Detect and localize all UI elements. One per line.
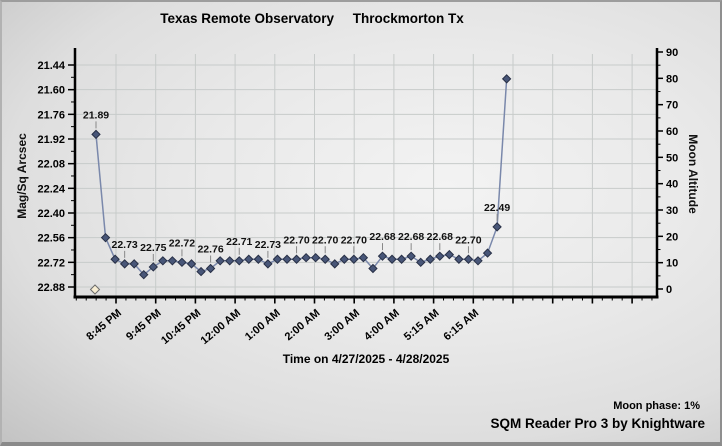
chart-title: Texas Remote Observatory Throckmorton Tx xyxy=(160,11,464,26)
x-tick-label: 5:15 AM xyxy=(402,307,442,343)
data-point xyxy=(100,232,111,243)
data-point xyxy=(463,254,474,264)
data-point xyxy=(291,254,302,264)
data-point xyxy=(167,256,178,266)
y-right-tick-label: 10 xyxy=(666,258,678,270)
data-point xyxy=(244,254,254,264)
data-point-label: 22.72 xyxy=(169,237,195,249)
data-point xyxy=(444,249,455,260)
data-point xyxy=(272,254,283,264)
data-point xyxy=(186,259,197,269)
data-point xyxy=(310,253,321,263)
data-point xyxy=(492,222,502,232)
x-tick-label: 10:45 PM xyxy=(159,307,203,347)
data-point xyxy=(234,256,244,266)
data-point-label: 22.68 xyxy=(398,231,424,243)
x-tick-label: 12:00 AM xyxy=(199,307,243,347)
data-point xyxy=(406,251,416,261)
data-point xyxy=(482,248,493,258)
data-point xyxy=(177,257,187,268)
y-right-tick-label: 0 xyxy=(666,284,672,296)
y-left-tick-label: 22.08 xyxy=(37,159,65,171)
data-point xyxy=(435,251,445,261)
data-point xyxy=(473,256,483,266)
data-point-label: 22.70 xyxy=(341,234,367,246)
moon-altitude-point xyxy=(89,284,101,295)
x-tick-label: 4:00 AM xyxy=(362,307,402,343)
data-point xyxy=(91,129,101,140)
data-point xyxy=(196,266,206,277)
data-point-label: 22.68 xyxy=(427,231,453,243)
data-point xyxy=(282,254,292,264)
y-right-tick-label: 80 xyxy=(666,73,678,85)
app-credit-label: SQM Reader Pro 3 by Knightware xyxy=(490,416,705,431)
data-point xyxy=(110,254,120,264)
x-tick-label: 8:45 PM xyxy=(84,307,124,343)
data-point-label: 22.75 xyxy=(140,242,166,254)
y-left-tick-label: 21.60 xyxy=(37,85,65,97)
data-point xyxy=(415,257,426,268)
x-tick-label: 2:00 AM xyxy=(283,307,323,343)
data-point-label: 22.70 xyxy=(455,234,481,246)
x-tick-label: 6:15 AM xyxy=(442,307,482,343)
data-point xyxy=(377,251,388,261)
data-point-label: 22.70 xyxy=(312,234,338,246)
data-point xyxy=(501,74,512,84)
x-axis-title: Time on 4/27/2025 - 4/28/2025 xyxy=(282,352,450,366)
y-right-tick-label: 60 xyxy=(666,126,678,138)
data-point-label: 22.70 xyxy=(283,234,309,246)
y-left-tick-label: 21.92 xyxy=(37,134,65,146)
x-tick-label: 1:00 AM xyxy=(243,307,283,343)
data-point xyxy=(253,254,264,264)
x-tick-label: 9:45 PM xyxy=(124,307,164,343)
data-point xyxy=(224,256,235,266)
data-point xyxy=(396,254,407,264)
y-left-tick-label: 22.72 xyxy=(37,257,65,269)
x-tick-label: 3:00 AM xyxy=(322,307,362,343)
data-point-label: 22.73 xyxy=(112,239,138,251)
data-point xyxy=(330,259,340,269)
data-point xyxy=(454,254,464,264)
data-point xyxy=(263,259,273,269)
data-point-label: 22.76 xyxy=(197,244,223,256)
data-point xyxy=(349,254,359,264)
y-left-tick-label: 21.76 xyxy=(37,109,65,121)
data-point xyxy=(301,253,311,263)
data-point xyxy=(158,256,168,266)
data-point xyxy=(425,254,435,264)
data-point xyxy=(148,262,159,272)
data-point xyxy=(368,263,378,274)
y-right-tick-label: 40 xyxy=(666,179,678,191)
y-left-tick-label: 22.24 xyxy=(37,183,65,195)
data-point-label: 21.89 xyxy=(83,109,109,121)
y-right-tick-label: 90 xyxy=(666,47,678,59)
y-left-tick-label: 21.44 xyxy=(37,60,65,72)
data-point xyxy=(387,254,397,264)
data-point-label: 22.68 xyxy=(369,231,395,243)
y-right-tick-label: 30 xyxy=(666,205,678,217)
y-left-tick-label: 22.56 xyxy=(37,233,65,245)
data-point xyxy=(139,269,149,280)
y-right-tick-label: 50 xyxy=(666,152,678,164)
data-point-label: 22.49 xyxy=(484,202,510,214)
moon-phase-label: Moon phase: 1% xyxy=(613,400,700,412)
y-left-tick-label: 22.40 xyxy=(37,208,65,220)
chart-canvas: 21.44 21.60 21.76 21.92 22.08 22.24 22.40 22.56… xyxy=(37,47,678,347)
data-point xyxy=(320,254,330,264)
data-point xyxy=(339,254,350,264)
y-right-tick-label: 20 xyxy=(666,231,678,243)
data-point xyxy=(358,253,369,263)
data-point-label: 22.71 xyxy=(226,236,252,248)
data-point xyxy=(119,259,130,269)
data-point-label: 22.73 xyxy=(255,239,281,251)
data-point xyxy=(129,259,139,269)
y-left-tick-label: 22.88 xyxy=(37,282,65,294)
data-point xyxy=(205,263,216,274)
y-right-tick-label: 70 xyxy=(666,100,678,112)
data-point xyxy=(215,256,225,266)
